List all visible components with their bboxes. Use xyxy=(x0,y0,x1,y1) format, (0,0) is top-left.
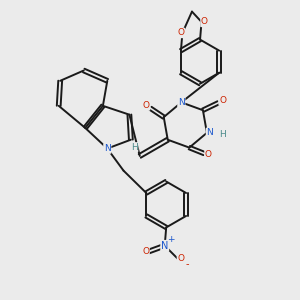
Text: O: O xyxy=(177,254,184,263)
Text: O: O xyxy=(142,101,150,110)
Text: N: N xyxy=(206,128,213,137)
Text: H: H xyxy=(219,130,226,139)
Text: O: O xyxy=(201,17,208,26)
Text: O: O xyxy=(219,96,226,105)
Text: -: - xyxy=(185,259,189,269)
Text: O: O xyxy=(205,151,212,160)
Text: N: N xyxy=(104,144,111,153)
Text: +: + xyxy=(167,235,175,244)
Text: N: N xyxy=(161,241,168,251)
Text: O: O xyxy=(177,28,184,38)
Text: N: N xyxy=(178,98,185,107)
Text: H: H xyxy=(131,142,138,152)
Text: O: O xyxy=(142,247,149,256)
